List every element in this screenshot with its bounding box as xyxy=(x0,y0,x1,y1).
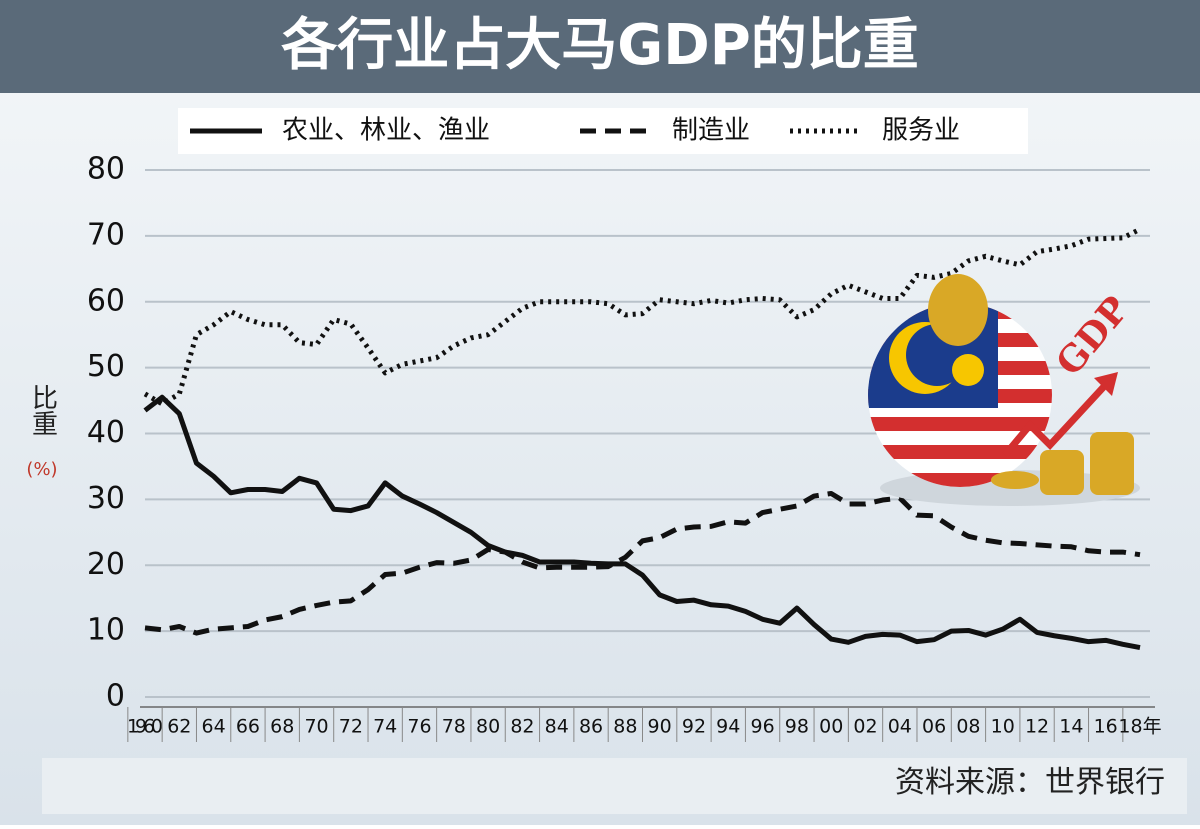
y-tick-label: 70 xyxy=(87,217,125,252)
x-tick-label: 10 xyxy=(991,716,1015,738)
coin xyxy=(928,274,988,346)
y-axis-label: 比重 xyxy=(28,384,58,436)
x-tick-label: 94 xyxy=(716,716,740,738)
y-tick-label: 80 xyxy=(87,152,125,187)
x-tick-label: 62 xyxy=(167,716,191,738)
x-tick-label: 80 xyxy=(476,716,500,738)
y-tick-label: 10 xyxy=(87,613,125,648)
coin-stack xyxy=(991,471,1039,489)
title-bar xyxy=(0,0,1200,93)
y-tick-label: 0 xyxy=(106,679,125,714)
x-tick-label: 04 xyxy=(888,716,912,738)
x-tick-label: 98 xyxy=(785,716,809,738)
x-tick-label: 12 xyxy=(1025,716,1049,738)
x-tick-label: 70 xyxy=(304,716,328,738)
legend-box xyxy=(178,108,1028,154)
y-axis-unit: (%) xyxy=(26,459,57,480)
illustration: GDP xyxy=(868,274,1140,506)
x-tick-label: 84 xyxy=(545,716,569,738)
y-tick-label: 60 xyxy=(87,283,125,318)
coin-stack xyxy=(1040,450,1084,495)
legend-label: 服务业 xyxy=(882,116,960,146)
x-tick-label: 88 xyxy=(613,716,637,738)
x-tick-label: 02 xyxy=(853,716,877,738)
legend-label: 农业、林业、渔业 xyxy=(282,116,490,146)
x-tick-label: 66 xyxy=(236,716,260,738)
source: 资料来源：世界银行 xyxy=(895,765,1165,800)
x-tick-label: 68 xyxy=(270,716,294,738)
x-tick-label: 76 xyxy=(407,716,431,738)
x-tick-label: 72 xyxy=(339,716,363,738)
series-line xyxy=(144,490,1141,636)
x-tick-label: 90 xyxy=(648,716,672,738)
x-tick-label: 18年 xyxy=(1118,716,1161,738)
x-tick-label: 14 xyxy=(1059,716,1083,738)
x-tick-label: 08 xyxy=(956,716,980,738)
plot: 0 10 20 30 40 50 60 70 80 1960 62 64 66 68 70 72 74 76 78 8… xyxy=(87,152,1162,742)
y-tick-label: 30 xyxy=(87,481,125,516)
x-tick-label: 1960 xyxy=(127,716,163,738)
x-tick-label: 96 xyxy=(750,716,774,738)
x-tick-label: 00 xyxy=(819,716,843,738)
y-tick-label: 50 xyxy=(87,349,125,384)
legend-label: 制造业 xyxy=(672,116,750,146)
x-tick-label: 74 xyxy=(373,716,397,738)
y-tick-label: 40 xyxy=(87,415,125,450)
series-line xyxy=(143,394,1141,651)
x-tick-label: 86 xyxy=(579,716,603,738)
series-line xyxy=(143,227,1142,407)
y-tick-label: 20 xyxy=(87,547,125,582)
x-tick-label: 16 xyxy=(1094,716,1118,738)
x-tick-label: 06 xyxy=(922,716,946,738)
x-tick-label: 82 xyxy=(510,716,534,738)
source-bar xyxy=(42,758,1187,814)
x-tick-label: 78 xyxy=(442,716,466,738)
arrow xyxy=(1002,377,1113,458)
coin-stack xyxy=(1090,432,1134,495)
chart-title: 各行业占大马GDP的比重 xyxy=(281,13,919,78)
arrow-head xyxy=(1094,372,1118,396)
x-tick-label: 92 xyxy=(682,716,706,738)
x-tick-label: 64 xyxy=(202,716,226,738)
